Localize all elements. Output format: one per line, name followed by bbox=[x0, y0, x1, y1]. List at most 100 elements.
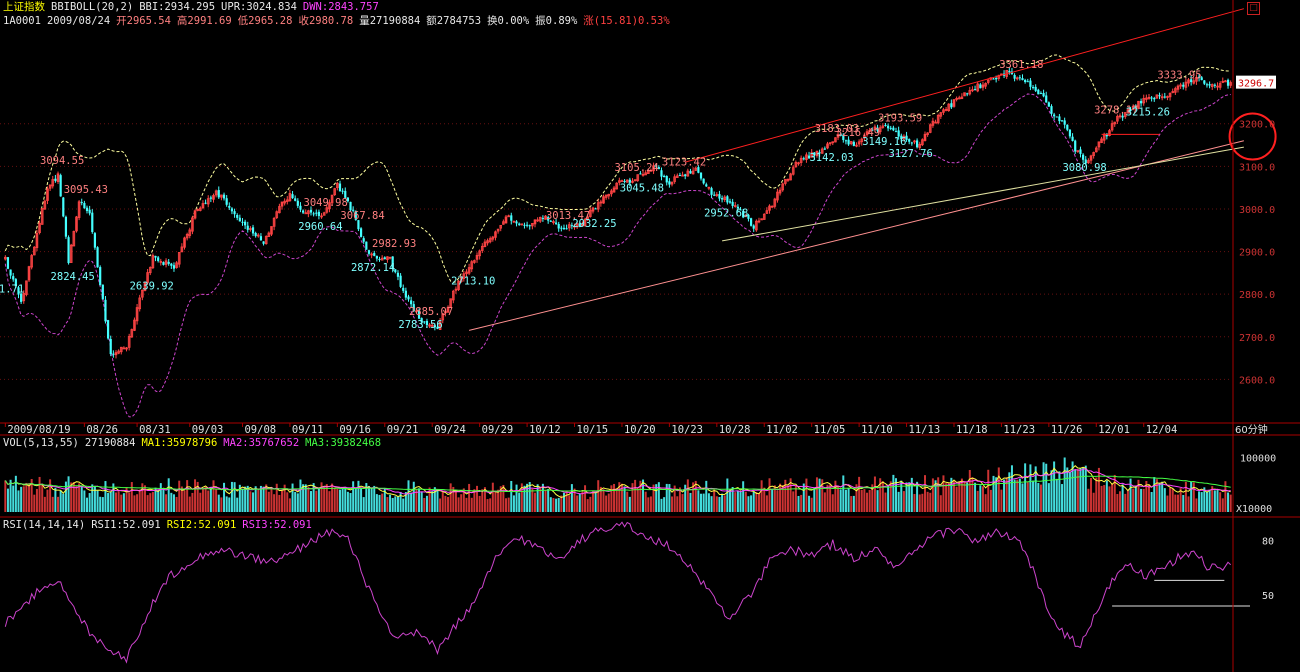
candle-body-down bbox=[523, 224, 526, 226]
candle-body-down bbox=[157, 257, 160, 261]
volume-bar-up bbox=[889, 481, 892, 512]
volume-bar-up bbox=[199, 492, 202, 512]
x-tick-label: 10/28 bbox=[719, 424, 751, 436]
candle-body-down bbox=[578, 223, 581, 227]
trendline bbox=[685, 8, 1244, 163]
volume-bar-down bbox=[109, 491, 112, 512]
price-annotation: 3183.03 bbox=[815, 123, 859, 135]
volume-bar-up bbox=[1224, 481, 1227, 512]
candle-body-down bbox=[399, 275, 402, 287]
volume-bar-up bbox=[1211, 486, 1214, 512]
candle-body-down bbox=[528, 225, 531, 227]
price-annotation: 61.71 bbox=[0, 284, 24, 296]
volume-bar-up bbox=[444, 495, 447, 512]
candle-body-down bbox=[628, 179, 631, 183]
candle-body-down bbox=[228, 205, 231, 208]
volume-bar-up bbox=[286, 492, 289, 512]
candle-body-up bbox=[507, 215, 510, 218]
volume-bar-up bbox=[22, 486, 25, 512]
volume-bar-up bbox=[133, 495, 136, 512]
volume-bar-up bbox=[499, 486, 502, 512]
candle-body-up bbox=[797, 162, 800, 165]
candle-body-down bbox=[417, 310, 421, 319]
candle-body-down bbox=[396, 272, 400, 277]
candle-body-up bbox=[686, 170, 690, 177]
candle-body-up bbox=[183, 237, 186, 248]
volume-bar-down bbox=[223, 482, 226, 512]
volume-bar-down bbox=[979, 485, 982, 512]
volume-bar-up bbox=[942, 475, 945, 512]
candle-body-down bbox=[1084, 159, 1087, 164]
volume-bar-up bbox=[681, 494, 684, 512]
candle-body-up bbox=[46, 188, 49, 201]
volume-bar-up bbox=[505, 498, 508, 512]
candle-body-up bbox=[589, 209, 592, 217]
volume-bar-down bbox=[705, 480, 708, 512]
volume-bar-up bbox=[673, 485, 676, 512]
volume-bar-up bbox=[821, 479, 824, 512]
volume-bar-down bbox=[1050, 470, 1053, 512]
volume-bar-down bbox=[547, 489, 550, 512]
volume-bar-down bbox=[771, 488, 774, 512]
volume-bar-down bbox=[934, 480, 937, 512]
candle-body-down bbox=[702, 178, 705, 184]
volume-bar-up bbox=[462, 488, 465, 512]
volume-bar-down bbox=[1153, 477, 1156, 512]
bar-date: 2009/08/24 bbox=[46, 15, 111, 27]
candle-body-up bbox=[863, 135, 866, 139]
candle-body-down bbox=[739, 209, 742, 211]
volume-bar-down bbox=[555, 498, 558, 512]
candle-body-up bbox=[957, 97, 961, 100]
volume-bar-down bbox=[655, 484, 658, 512]
candle-body-up bbox=[789, 173, 792, 181]
volume-bar-up bbox=[765, 495, 768, 512]
volume-bar-up bbox=[573, 488, 576, 512]
candle-body-down bbox=[410, 300, 413, 305]
volume-bar-down bbox=[797, 495, 800, 512]
candle-body-up bbox=[446, 306, 450, 313]
candle-body-down bbox=[1053, 114, 1056, 117]
candle-body-down bbox=[689, 171, 692, 174]
volume-bar-down bbox=[291, 483, 294, 512]
candle-body-down bbox=[736, 206, 740, 209]
volume-bar-up bbox=[929, 492, 932, 512]
volume-bar-up bbox=[1108, 486, 1111, 512]
rsi-label: RSI(14,14,14) bbox=[3, 519, 86, 531]
vol-value: 27190884 bbox=[84, 437, 136, 449]
candle-body-down bbox=[547, 217, 550, 221]
volume-bar-up bbox=[439, 498, 442, 512]
volume-bar-down bbox=[402, 498, 405, 512]
candle-body-up bbox=[691, 170, 695, 175]
candle-body-down bbox=[655, 165, 658, 167]
volume-bar-up bbox=[610, 485, 613, 512]
volume-bar-down bbox=[526, 483, 529, 512]
candle-body-up bbox=[25, 280, 28, 295]
candle-body-down bbox=[423, 321, 426, 323]
volume-bar-down bbox=[436, 489, 439, 512]
volume-bar-down bbox=[431, 491, 434, 512]
volume-bar-up bbox=[626, 491, 629, 512]
volume-bar-up bbox=[976, 490, 979, 512]
volume-bar-down bbox=[302, 484, 305, 512]
volume-bar-up bbox=[952, 481, 955, 512]
volume-bar-down bbox=[1198, 491, 1201, 512]
candle-body-up bbox=[1195, 77, 1198, 82]
candle-body-up bbox=[454, 288, 458, 291]
candle-body-up bbox=[159, 261, 163, 263]
volume-bar-down bbox=[1003, 479, 1006, 512]
candle-body-up bbox=[504, 216, 508, 224]
y-tick-label: 3200.0 bbox=[1239, 120, 1275, 131]
volume-bar-up bbox=[958, 481, 961, 512]
candlesticks[interactable] bbox=[4, 67, 1232, 359]
volume-bar-up bbox=[1174, 494, 1177, 512]
candle-body-down bbox=[1047, 102, 1050, 107]
candle-body-up bbox=[836, 134, 840, 138]
volume-bar-up bbox=[584, 485, 587, 512]
candle-body-up bbox=[931, 120, 935, 126]
window-restore-button[interactable]: □ bbox=[1247, 2, 1260, 15]
candle-body-up bbox=[267, 232, 271, 237]
price-annotation: 3013.47 bbox=[546, 210, 590, 222]
candle-body-down bbox=[349, 201, 352, 211]
volume-bar-up bbox=[794, 486, 797, 512]
